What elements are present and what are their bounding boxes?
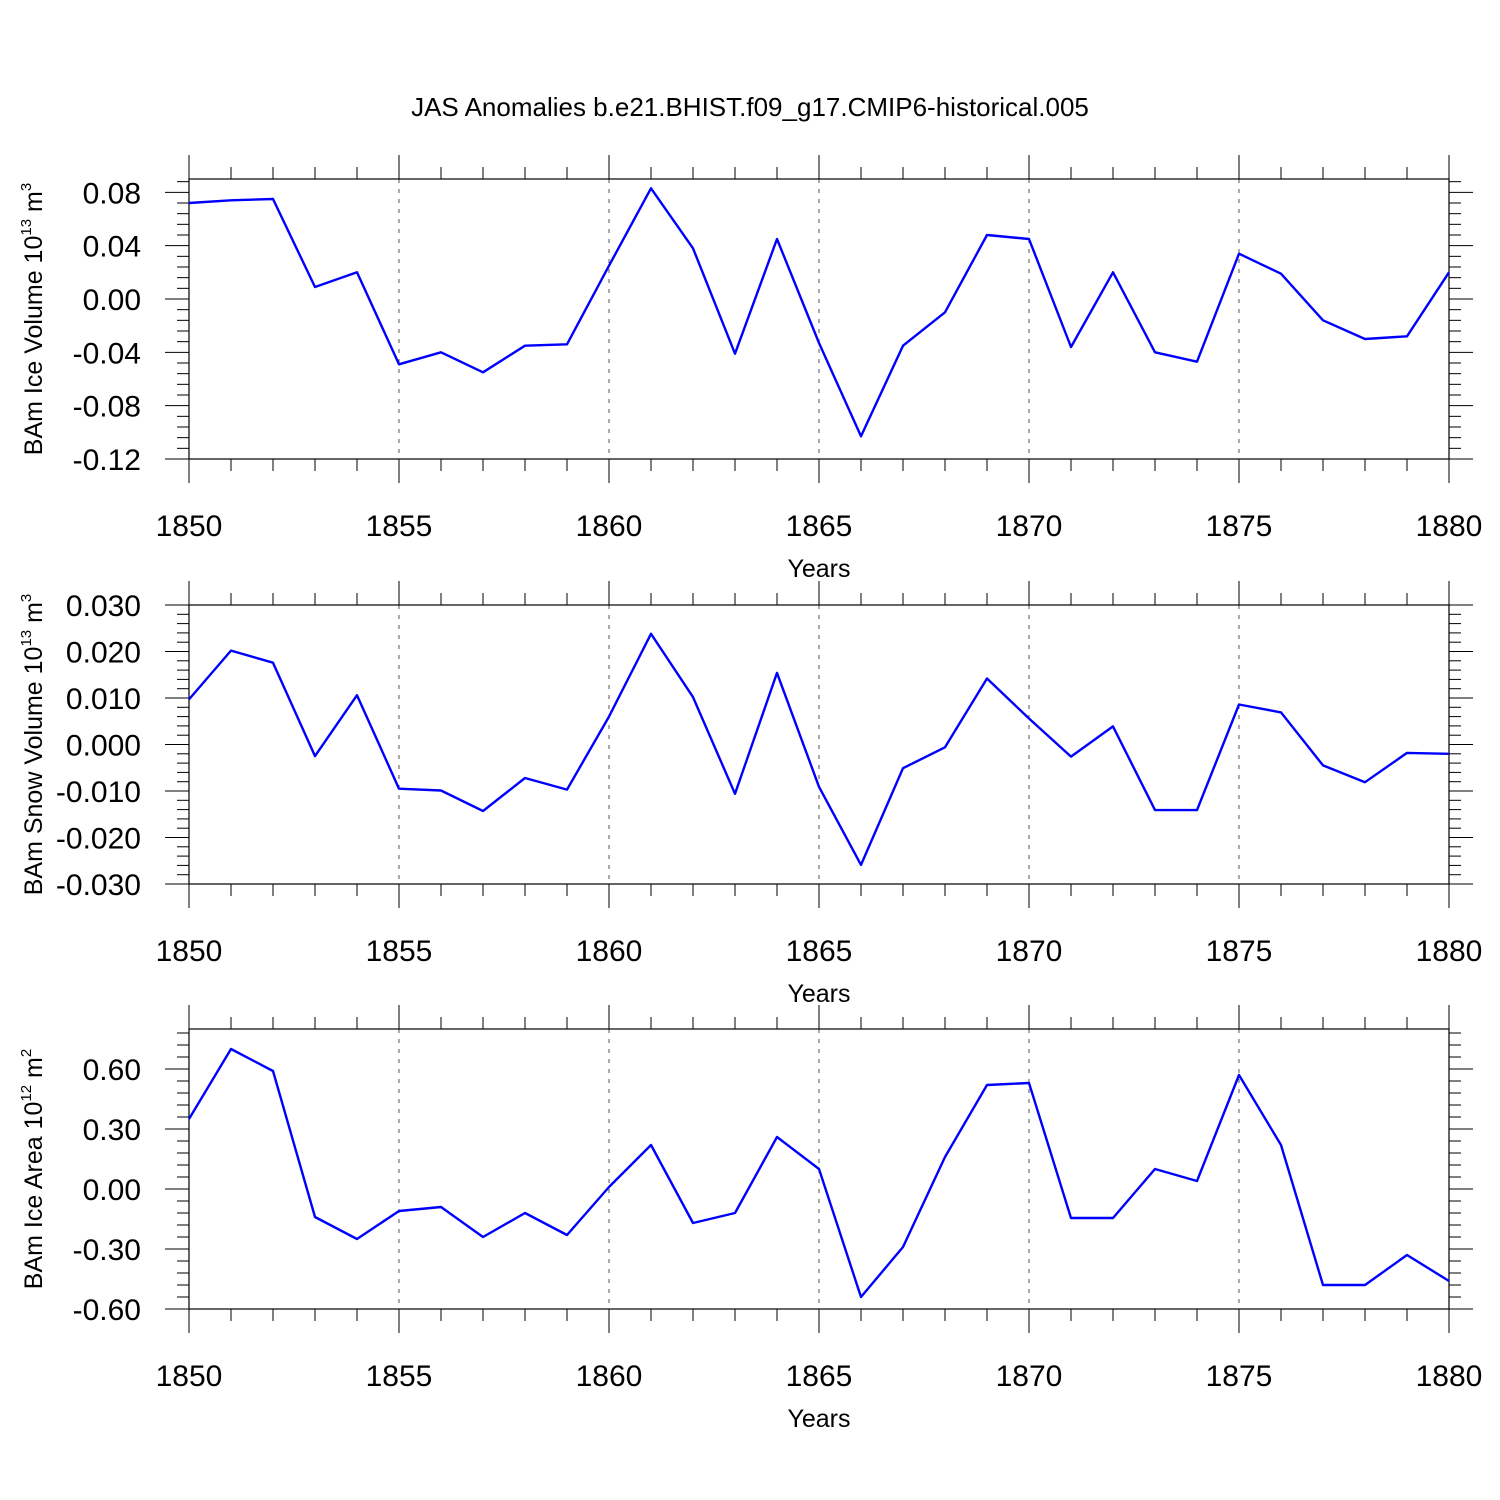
y-tick-label: -0.04 [73, 337, 141, 370]
x-tick-label: 1850 [156, 1360, 223, 1393]
x-tick-label: 1880 [1416, 1360, 1483, 1393]
y-axis-title-exp: 12 [18, 1085, 35, 1102]
y-tick-label: 0.00 [83, 284, 141, 317]
y-tick-label: 0.020 [66, 637, 141, 670]
x-tick-label: 1880 [1416, 935, 1483, 968]
panel-3: 1850 1855 1860 1865 1870 1875 1880 -0.60 -0.30 0.… [18, 1005, 1482, 1433]
y-tick-label: -0.60 [73, 1294, 141, 1327]
x-tick-label: 1865 [786, 510, 853, 543]
y-axis-title-base: BAm Ice Volume 10 [20, 236, 48, 456]
x-tick-label: 1860 [576, 935, 643, 968]
series-line [188, 632, 1450, 867]
y-axis-title-unit-exp: 3 [18, 183, 35, 191]
y-tick-label: -0.30 [73, 1234, 141, 1267]
series-line [187, 1047, 1450, 1299]
y-axis-title-unit: m [20, 191, 48, 219]
y-tick-label: -0.030 [56, 869, 141, 902]
x-axis-title: Years [787, 555, 850, 583]
y-tick-label: 0.08 [83, 177, 141, 210]
x-tick-label: 1850 [156, 935, 223, 968]
y-tick-label: 0.30 [83, 1114, 141, 1147]
y-axis-title-base: BAm Ice Area 10 [20, 1102, 48, 1290]
x-tick-label: 1880 [1416, 510, 1483, 543]
panel-2: 1850 1855 1860 1865 1870 1875 1880 -0.030 -0.020… [18, 581, 1482, 1008]
x-tick-label: 1855 [366, 935, 433, 968]
y-tick-label: 0.030 [66, 590, 141, 623]
series-line [188, 187, 1451, 438]
y-tick-label: 0.04 [83, 231, 141, 264]
y-tick-label: 0.010 [66, 683, 141, 716]
y-tick-label: -0.010 [56, 776, 141, 809]
x-axis-title: Years [787, 1405, 850, 1433]
y-axis-title-base: BAm Snow Volume 10 [20, 647, 48, 896]
x-tick-label: 1860 [576, 510, 643, 543]
chart-title: JAS Anomalies b.e21.BHIST.f09_g17.CMIP6-… [411, 92, 1089, 122]
x-tick-label: 1870 [996, 510, 1063, 543]
y-tick-label: 0.000 [66, 730, 141, 763]
x-tick-label: 1870 [996, 935, 1063, 968]
x-tick-label: 1875 [1206, 1360, 1273, 1393]
x-tick-label: 1870 [996, 1360, 1063, 1393]
y-tick-label: 0.00 [83, 1174, 141, 1207]
chart-panels: 1850 1855 1860 1865 1870 1875 1880 -0.12 -0.08 -0… [18, 155, 1482, 1433]
y-tick-label: -0.020 [56, 823, 141, 856]
x-tick-label: 1855 [366, 510, 433, 543]
panel-1: 1850 1855 1860 1865 1870 1875 1880 -0.12 -0.08 -0… [18, 155, 1482, 583]
x-tick-label: 1855 [366, 1360, 433, 1393]
x-tick-label: 1875 [1206, 935, 1273, 968]
x-tick-label: 1860 [576, 1360, 643, 1393]
y-tick-label: -0.12 [73, 444, 141, 477]
x-tick-label: 1865 [786, 1360, 853, 1393]
y-tick-label: 0.60 [83, 1054, 141, 1087]
y-axis-title: BAm Ice Volume 1013 m3 [18, 183, 48, 455]
y-axis-title-unit-exp: 2 [18, 1049, 35, 1057]
y-axis-title-exp: 13 [18, 219, 35, 236]
x-tick-label: 1850 [156, 510, 223, 543]
y-axis-title-exp: 13 [18, 630, 35, 647]
y-tick-label: -0.08 [73, 391, 141, 424]
x-tick-label: 1865 [786, 935, 853, 968]
y-axis-title: BAm Snow Volume 1013 m3 [18, 594, 48, 896]
y-axis-title-unit-exp: 3 [18, 594, 35, 602]
y-axis-title: BAm Ice Area 1012 m2 [18, 1049, 48, 1289]
y-axis-title-unit: m [20, 1057, 48, 1085]
x-axis-title: Years [787, 980, 850, 1008]
x-tick-label: 1875 [1206, 510, 1273, 543]
y-axis-title-unit: m [20, 602, 48, 630]
